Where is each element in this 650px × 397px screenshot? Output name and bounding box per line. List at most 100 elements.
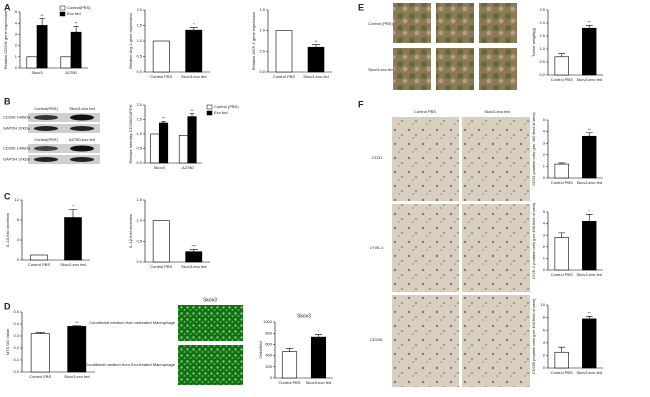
x-tick-label: Skov3-exo fed [64,374,90,379]
error-bar [585,214,593,222]
x-tick-label: A2780 [65,70,77,75]
error-bar [189,27,198,31]
blot-label: CD206 140kDa [3,115,31,120]
blot-label: Control(PBS) [34,106,58,111]
blot-label: A2780-exo fed [69,137,95,142]
y-axis-label: Relative Arg-1 gene expression [128,13,133,69]
y-tick-label: 0 [270,375,273,380]
y-axis-label: CD206 positive cells (per 400 field of v… [531,298,536,374]
tumor-photos [393,3,517,90]
y-axis-label: Relative intensity CD206/GAPDH [128,104,133,163]
y-tick-label: 6 [543,327,546,332]
ihc-row: CD206 [370,337,383,342]
y-tick-label: 0.0 [136,160,142,165]
bar [554,163,569,179]
y-tick-label: 2.0 [539,20,545,25]
legend-label: Control(PBS) [67,5,91,10]
x-tick-label: Skov3-exo fed [576,180,602,185]
x-tick-label: Skov3-exo fed [303,74,329,79]
y-tick-label: 1.0 [539,46,545,51]
y-tick-label: 0.5 [136,146,142,151]
bar [307,46,325,73]
significance: ** [190,108,194,113]
significance: ** [75,21,79,26]
error-bar [73,26,79,33]
y-tick-label: 0.0 [136,259,142,264]
y-tick-label: 10 [541,302,546,307]
blot-label: Control(PBS) [34,137,58,142]
y-tick-label: 0.5 [13,309,19,314]
error-bar [72,325,82,327]
blot-label: GAPDH 37kDa [3,157,31,162]
fluorescence-image [178,345,243,385]
y-tick-label: 800 [265,330,272,335]
error-bar [585,132,593,137]
y-tick-label: 2 [543,152,546,157]
y-tick-label: 0.4 [13,321,19,326]
chart-title: Skov3 [297,313,311,319]
bar [26,56,38,69]
bar [150,133,160,164]
significance: ** [588,310,592,315]
blot-label: CD206 140kDa [3,146,31,151]
error-bar [161,121,166,123]
x-tick-label: Control PBS [551,272,573,277]
y-tick-label: 3 [543,232,546,237]
error-bar [189,113,195,117]
y-tick-label: 0.5 [539,59,545,64]
y-tick-label: 2.0 [136,7,142,12]
y-tick-label: 1 [543,163,546,168]
x-tick-label: Control PBS [28,262,50,267]
ihc-column: Skov3-exo fed [484,109,510,114]
significance: ** [314,39,318,44]
bar [30,254,48,261]
y-tick-label: 1 [15,54,18,59]
fluorescence-image [178,305,243,341]
bar [582,220,597,271]
y-tick-label: 12 [15,197,20,202]
y-tick-label: 0 [543,175,546,180]
y-tick-label: 2 [543,352,546,357]
legend-swatch [206,104,213,110]
y-tick-label: 3 [543,140,546,145]
western-blot [28,113,100,164]
error-bar [585,316,593,319]
y-tick-label: 0 [17,257,20,262]
x-tick-label: A2780 [182,165,194,170]
error-bar [68,209,78,218]
x-tick-label: Skov3 [31,70,43,75]
significance: * [193,22,195,27]
x-tick-label: Skov3 [154,165,166,170]
x-tick-label: Skov3-exo fed [181,264,207,269]
blot-label: Skov3-exo fed [69,106,95,111]
y-tick-label: 4 [543,129,546,134]
y-tick-label: 8 [543,315,546,320]
x-tick-label: Control PBS [150,264,172,269]
x-tick-label: Control PBS [551,180,573,185]
y-axis-label: CD31 positive cells (per 400 field of vi… [531,112,536,186]
y-tick-label: 0 [15,65,18,70]
error-bar [285,348,294,352]
y-tick-label: 1000 [263,319,273,324]
error-bar [585,25,593,29]
y-tick-label: 0.0 [136,69,142,74]
y-tick-label: 2.0 [136,102,142,107]
y-axis-label: Relative MCP-1 gene expression [251,12,256,70]
significance: * [72,204,74,209]
y-tick-label: 200 [265,364,272,369]
y-tick-label: 0 [543,365,546,370]
y-tick-label: 1.5 [136,117,142,122]
error-bar [39,18,45,26]
fluorescence-caption: Conditional medium from untreated Macrop… [89,320,176,325]
y-axis-label: MTS OD Value [5,328,10,355]
y-tick-label: 5 [543,117,546,122]
ihc-images [392,117,530,387]
bar [554,237,569,271]
y-axis-label: IL-10 fold secretion [5,213,10,247]
bar [554,56,569,76]
ihc-row: LYVE-1 [370,245,384,250]
x-tick-label: Skov3-exo fed [181,74,207,79]
legend-label: Exo fed [67,11,81,16]
significance: ** [41,13,45,18]
